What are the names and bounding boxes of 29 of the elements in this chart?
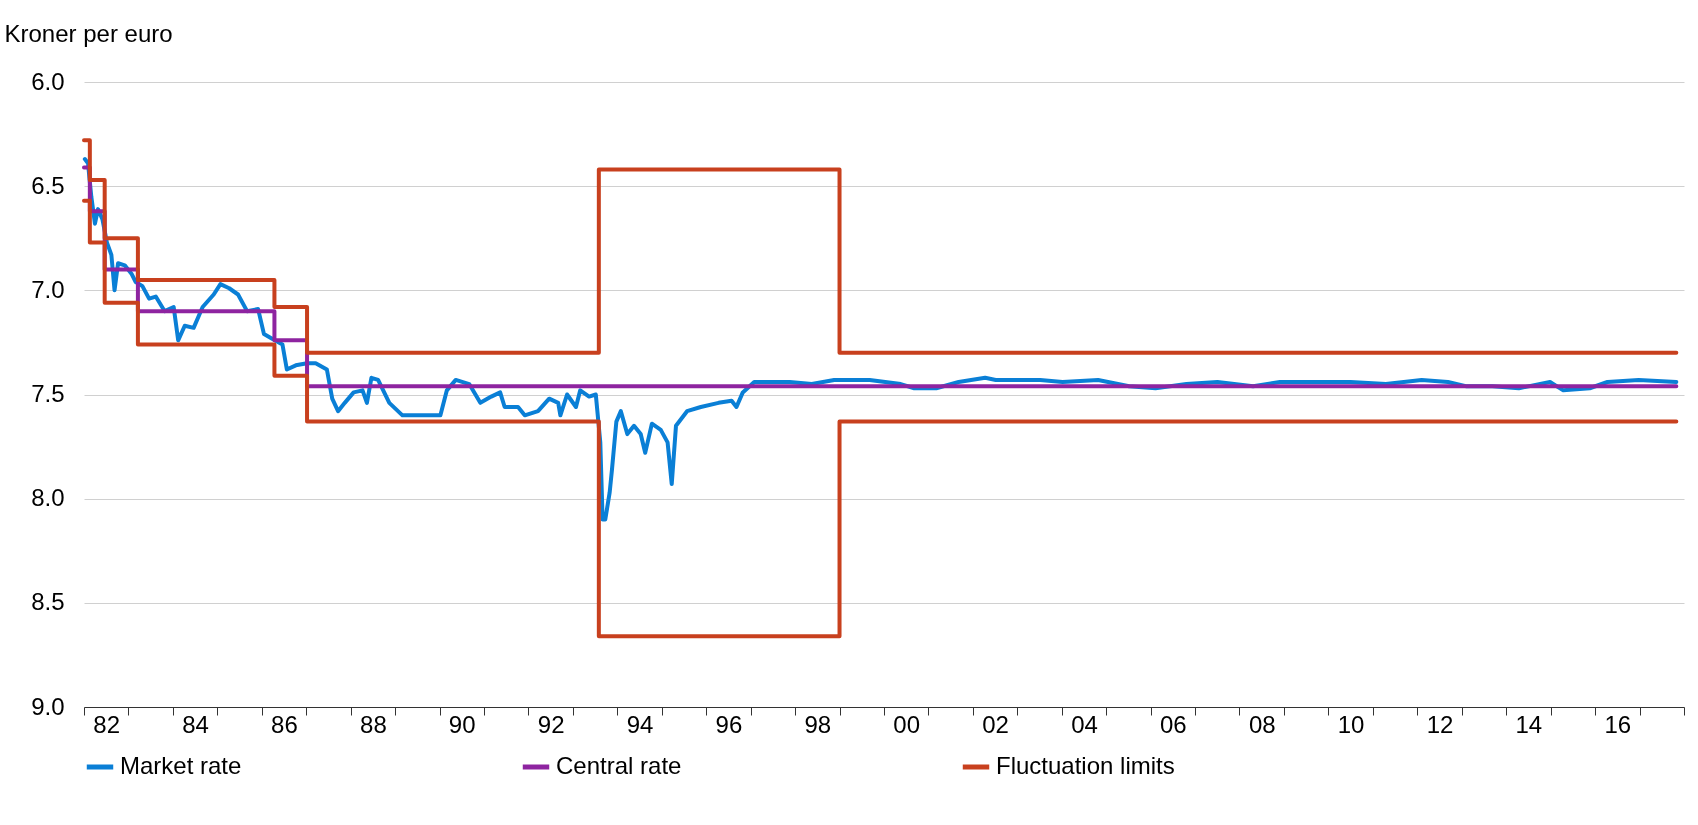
y-tick-label: 8.5 — [31, 588, 65, 616]
y-tick-label: 6.0 — [31, 67, 65, 95]
x-tick-label: 04 — [1071, 710, 1098, 738]
legend-label: Central rate — [556, 752, 682, 779]
x-tick-label: 84 — [182, 710, 209, 738]
y-axis-title: Kroner per euro — [4, 19, 173, 47]
x-tick-label: 82 — [93, 710, 120, 738]
x-tick-label: 10 — [1337, 710, 1365, 738]
x-tick-label: 92 — [537, 710, 565, 738]
x-tick-label: 88 — [360, 710, 387, 738]
x-tick-label: 06 — [1159, 710, 1187, 738]
y-tick-label: 7.5 — [31, 380, 65, 407]
y-tick-label: 7.0 — [31, 275, 65, 303]
x-tick-label: 96 — [715, 710, 743, 738]
x-tick-label: 90 — [448, 710, 476, 738]
legend-label: Market rate — [120, 752, 242, 779]
legend-label: Fluctuation limits — [996, 752, 1175, 779]
x-tick-label: 94 — [626, 710, 654, 738]
y-tick-label: 8.0 — [31, 484, 65, 512]
x-tick-label: 16 — [1604, 710, 1632, 738]
y-tick-label: 9.0 — [31, 692, 65, 720]
x-tick-label: 08 — [1248, 710, 1276, 738]
x-tick-label: 00 — [893, 710, 921, 738]
x-tick-label: 14 — [1515, 710, 1543, 738]
x-tick-label: 98 — [804, 710, 832, 738]
x-tick-label: 02 — [982, 710, 1009, 738]
x-tick-label: 12 — [1426, 710, 1454, 738]
x-tick-label: 86 — [271, 710, 298, 738]
y-tick-label: 6.5 — [31, 171, 65, 199]
